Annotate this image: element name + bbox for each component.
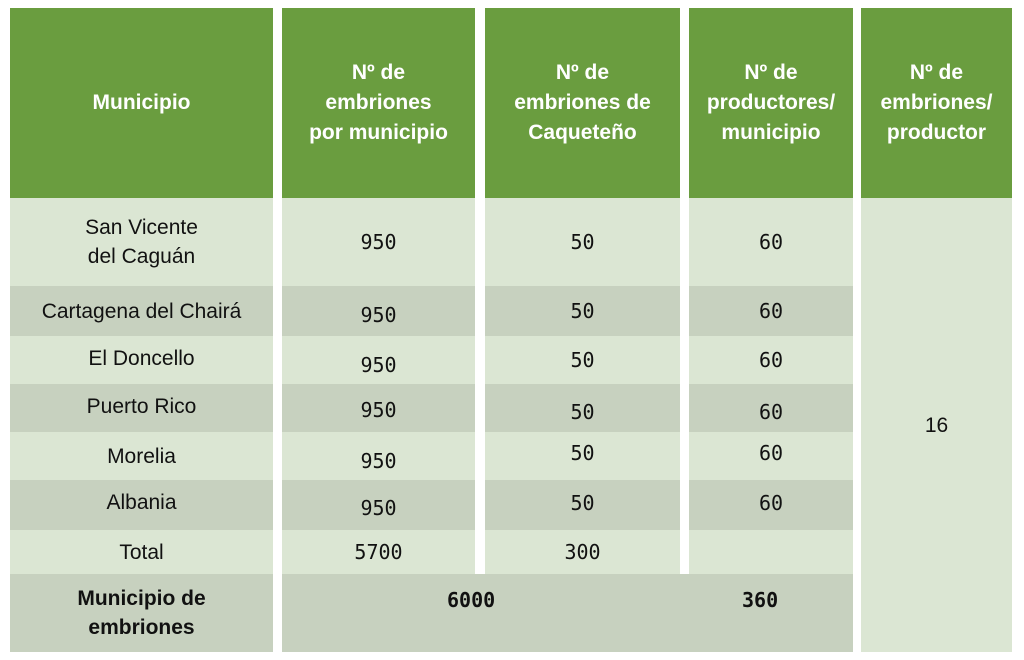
summary-label: Municipio de embriones	[10, 574, 273, 652]
header-municipio: Municipio	[10, 8, 273, 198]
row-4-productores: 60	[689, 384, 853, 432]
header-productores-municipio: Nº de productores/ municipio	[689, 8, 853, 198]
row-1-caqueteno: 50	[485, 198, 680, 286]
total-caqueteno: 300	[485, 530, 680, 574]
row-3-caqueteno: 50	[485, 336, 680, 384]
row-2-municipio: Cartagena del Chairá	[10, 286, 273, 336]
total-embriones: 5700	[282, 530, 475, 574]
row-6-municipio: Albania	[10, 480, 273, 530]
row-2-caqueteno: 50	[485, 286, 680, 336]
row-6-embriones: 950	[282, 480, 475, 530]
header-embriones-productor: Nº de embriones/ productor	[861, 8, 1012, 198]
total-productores	[689, 530, 853, 574]
row-6-caqueteno: 50	[485, 480, 680, 530]
row-5-municipio: Morelia	[10, 432, 273, 480]
header-embriones-caqueteno: Nº de embriones de Caqueteño	[485, 8, 680, 198]
summary-productores-total: 360	[742, 588, 779, 612]
row-4-embriones: 950	[282, 384, 475, 432]
summary-values: 6000 360	[282, 574, 853, 652]
embriones-por-productor-value: 16	[861, 198, 1012, 652]
row-5-productores: 60	[689, 432, 853, 480]
header-embriones-por-municipio: Nº de embriones por municipio	[282, 8, 475, 198]
summary-embriones-total: 6000	[447, 588, 496, 612]
row-3-productores: 60	[689, 336, 853, 384]
row-4-caqueteno: 50	[485, 384, 680, 432]
row-3-embriones: 950	[282, 336, 475, 384]
row-1-productores: 60	[689, 198, 853, 286]
row-5-caqueteno: 50	[485, 432, 680, 480]
total-label: Total	[10, 530, 273, 574]
row-3-municipio: El Doncello	[10, 336, 273, 384]
row-1-embriones: 950	[282, 198, 475, 286]
row-1-municipio: San Vicente del Caguán	[10, 198, 273, 286]
row-2-productores: 60	[689, 286, 853, 336]
row-6-productores: 60	[689, 480, 853, 530]
row-4-municipio: Puerto Rico	[10, 384, 273, 432]
row-2-embriones: 950	[282, 286, 475, 336]
row-5-embriones: 950	[282, 432, 475, 480]
